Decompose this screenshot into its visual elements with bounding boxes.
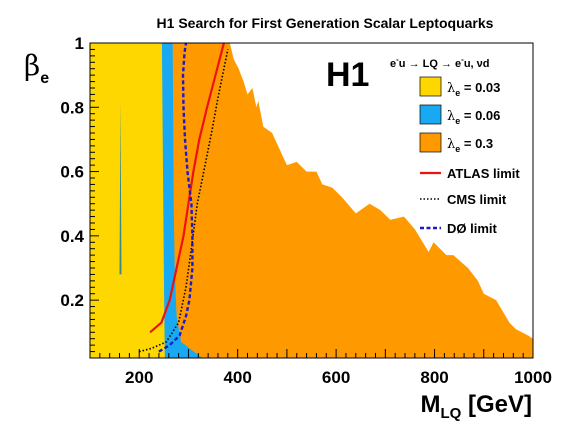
x-tick-label: 400	[223, 368, 251, 387]
x-axis: 200 400 600 800 1000	[89, 349, 552, 387]
x-tick-label: 600	[322, 368, 350, 387]
x-tick-label: 200	[125, 368, 153, 387]
y-axis: 0.2 0.4 0.6 0.8 1	[60, 34, 99, 359]
chart-title: H1 Search for First Generation Scalar Le…	[157, 15, 494, 31]
legend-label-lambda-0-06: λe = 0.06	[447, 108, 500, 126]
legend-label-atlas-limit: ATLAS limit	[447, 166, 520, 181]
x-axis-title: MLQ [GeV]	[420, 391, 532, 422]
d-limit	[158, 43, 194, 353]
process-label: e-u → LQ → e-u, νd	[390, 55, 489, 70]
legend-swatch-lambda-0-3	[419, 132, 442, 153]
region-sliver	[119, 100, 122, 275]
legend-label-d-limit: DØ limit	[447, 221, 498, 236]
plot-area	[90, 43, 533, 358]
legend-swatch-lambda-0-03	[419, 76, 442, 97]
y-tick-label: 1	[75, 34, 84, 53]
legend: λe = 0.03 λe = 0.06 λe = 0.3 ATLAS limit CMS…	[419, 76, 520, 236]
h1-logo: H1	[326, 56, 369, 94]
legend-swatch-lambda-0-06	[419, 104, 442, 125]
legend-label-lambda-0-3: λe = 0.3	[447, 136, 493, 154]
y-tick-label: 0.6	[60, 163, 84, 182]
y-axis-title: βe	[24, 49, 49, 87]
legend-label-lambda-0-03: λe = 0.03	[447, 80, 500, 98]
y-tick-label: 0.4	[60, 227, 84, 246]
plot-frame	[89, 42, 534, 359]
y-tick-label: 0.2	[60, 291, 84, 310]
region-lambda-0-03	[90, 43, 165, 358]
legend-label-cms-limit: CMS limit	[447, 192, 507, 207]
region-lambda-0-3	[90, 43, 533, 358]
atlas-limit	[149, 43, 225, 334]
x-tick-label: 1000	[514, 368, 552, 387]
x-tick-label: 800	[420, 368, 448, 387]
y-tick-label: 0.8	[60, 98, 84, 117]
cms-limit	[138, 49, 229, 353]
